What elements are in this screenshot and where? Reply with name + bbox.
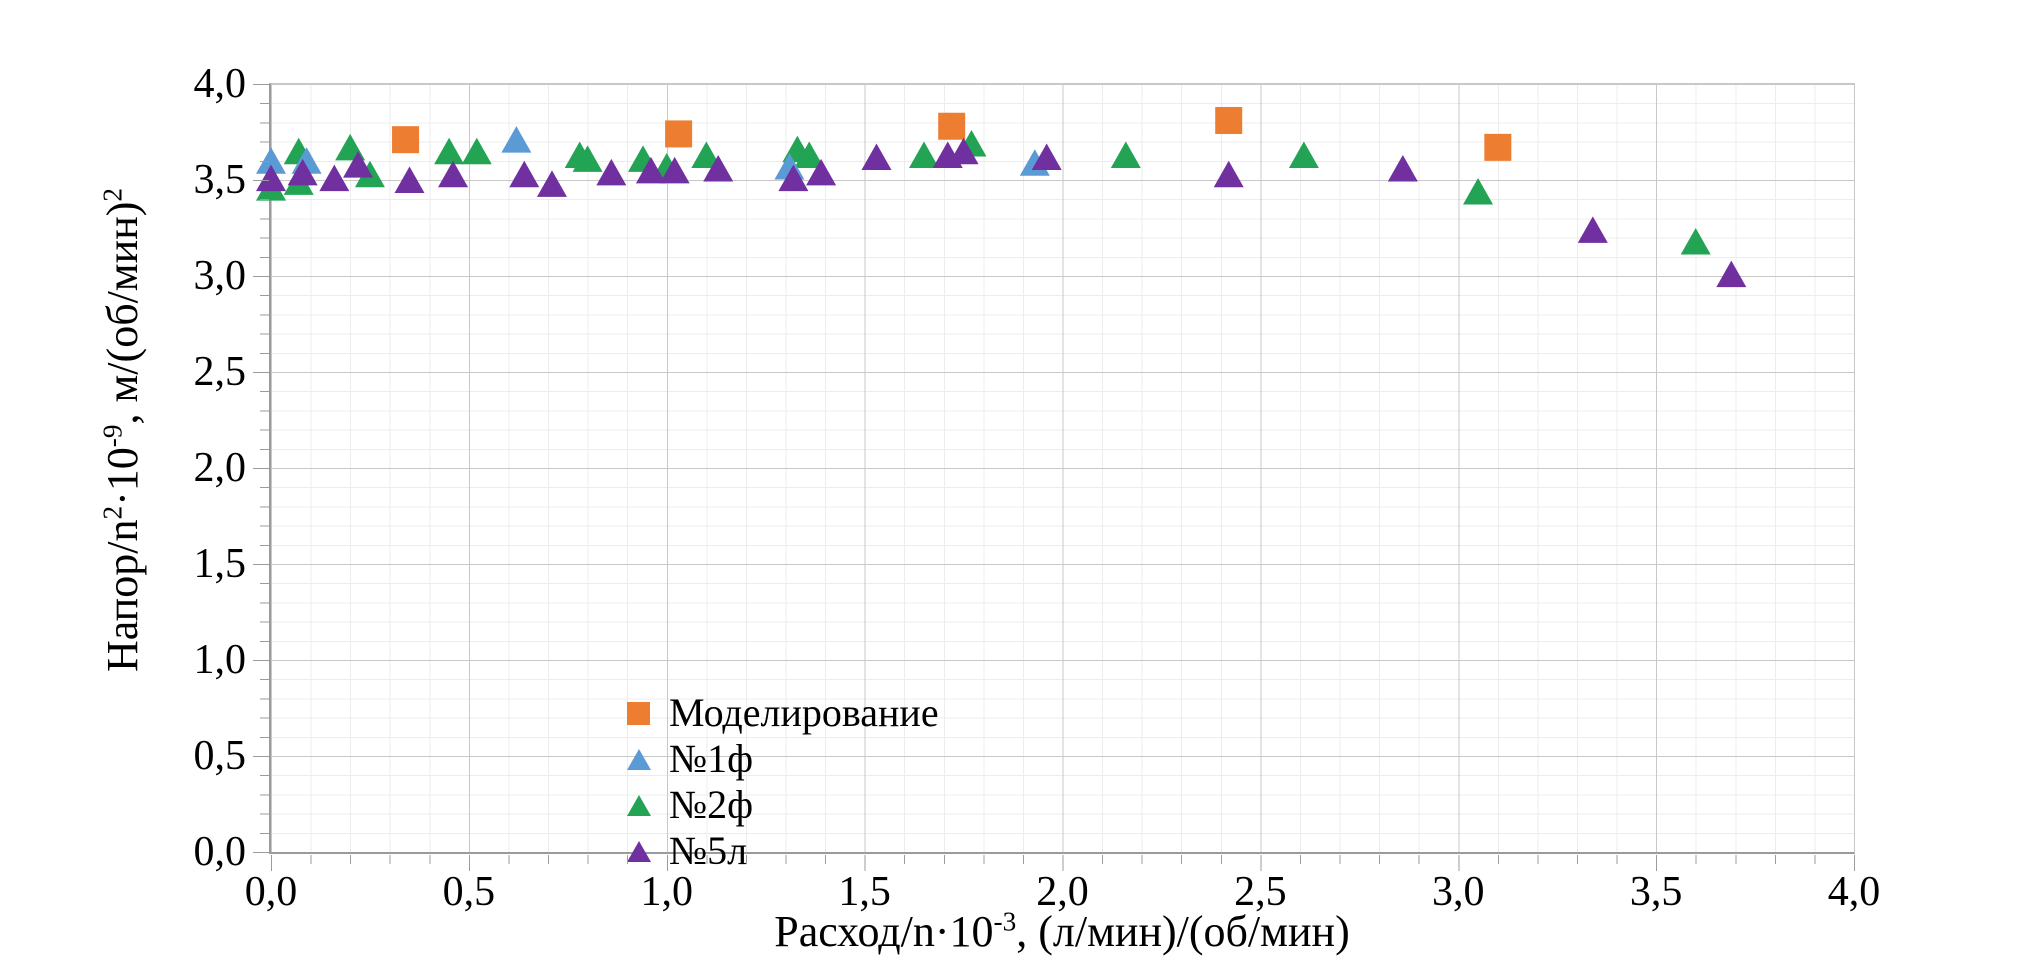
data-point-№5л	[806, 158, 837, 186]
data-point-№1ф	[501, 126, 532, 153]
legend-item-2: №1ф	[627, 736, 939, 782]
axis-title-superscript: 2	[97, 187, 128, 202]
data-point-№2ф	[1288, 141, 1319, 169]
data-point-№5л	[948, 137, 979, 165]
data-point-Моделирование	[1215, 106, 1243, 134]
data-point-№5л	[1577, 216, 1608, 243]
axis-title-text: ·10	[98, 447, 147, 506]
plot-area: Моделирование №1ф №2ф №5л	[256, 83, 1855, 873]
data-point-№5л	[659, 156, 690, 184]
legend-triangle-icon	[627, 794, 661, 816]
data-point-№2ф	[1463, 178, 1494, 205]
legend-marker	[627, 794, 651, 816]
x-axis-major-ticks	[271, 855, 1857, 871]
y-tick-label: 2,5	[193, 349, 247, 395]
axis-title-text: , (л/мин)/(об/мин)	[1016, 907, 1350, 956]
data-point-№2ф	[794, 141, 825, 169]
x-tick-label: 0,5	[442, 869, 496, 915]
data-point-№2ф	[691, 141, 722, 169]
data-point-№5л	[596, 158, 627, 186]
data-point-№5л	[1387, 154, 1418, 182]
data-points-layer	[256, 106, 1747, 288]
y-tick-label: 1,0	[193, 637, 247, 683]
y-tick-label: 3,0	[193, 253, 247, 299]
data-point-Моделирование	[938, 112, 966, 140]
x-tick-label: 2,5	[1234, 869, 1287, 915]
x-tick-label: 3,5	[1629, 869, 1683, 915]
y-tick-label: 3,5	[193, 157, 247, 203]
axis-title-text: , м/(об/мин)	[98, 201, 147, 425]
y-tick-label: 1,5	[193, 541, 247, 587]
data-point-№5л	[861, 143, 892, 170]
axis-title-text: Напор/n	[98, 519, 147, 673]
legend-label: №1ф	[669, 736, 754, 781]
data-point-№5л	[509, 160, 540, 188]
data-point-№5л	[536, 170, 567, 197]
x-tick-label: 3,0	[1432, 869, 1485, 915]
x-tick-label: 0,0	[244, 869, 298, 915]
x-tick-label: 1,0	[640, 869, 694, 915]
y-tick-label: 4,0	[193, 61, 247, 107]
data-point-№2ф	[461, 137, 492, 165]
data-point-№5л	[703, 154, 734, 182]
data-point-№5л	[1031, 143, 1062, 170]
legend-marker	[627, 701, 650, 725]
data-point-№5л	[778, 164, 809, 192]
data-point-№2ф	[908, 141, 939, 169]
legend-item-3: №2ф	[627, 782, 939, 828]
data-point-Моделирование	[392, 126, 420, 154]
legend-triangle-icon	[627, 748, 661, 770]
axis-title-superscript: -3	[993, 906, 1017, 937]
data-point-№5л	[1716, 260, 1747, 288]
legend-label: №2ф	[669, 782, 754, 827]
axis-title-superscript: -9	[97, 424, 128, 448]
data-point-№5л	[287, 158, 318, 186]
data-point-№5л	[438, 160, 469, 188]
axis-title-superscript: 2	[97, 505, 128, 520]
data-point-№2ф	[572, 145, 603, 172]
y-tick-label: 0,0	[193, 829, 247, 875]
legend-square-icon	[627, 701, 661, 725]
data-point-№2ф	[434, 137, 465, 165]
y-tick-label: 2,0	[193, 445, 247, 491]
legend: Моделирование №1ф №2ф №5л	[627, 690, 939, 874]
axis-title-text: Расход/n·10	[774, 907, 994, 956]
data-point-№5л	[319, 164, 350, 192]
x-tick-label: 2,0	[1036, 869, 1089, 915]
data-point-№5л	[635, 156, 666, 184]
legend-marker	[627, 748, 651, 770]
y-axis-title: Напор/n2·10-9, м/(об/мин)2	[97, 70, 149, 790]
data-point-№2ф	[1110, 141, 1141, 169]
x-tick-label: 1,5	[838, 869, 891, 915]
data-point-№5л	[1213, 160, 1244, 188]
legend-item-1: Моделирование	[627, 690, 939, 736]
y-tick-label: 0,5	[193, 733, 247, 779]
legend-label: Моделирование	[669, 690, 939, 735]
data-point-Моделирование	[1484, 133, 1512, 161]
x-axis-title: Расход/n·10-3, (л/мин)/(об/мин)	[612, 906, 1512, 958]
y-axis-major-ticks	[253, 84, 269, 854]
x-tick-label: 4,0	[1827, 869, 1881, 915]
data-point-Моделирование	[665, 120, 693, 148]
data-point-№2ф	[1680, 227, 1711, 255]
data-point-№5л	[394, 166, 425, 193]
data-point-№5л	[343, 151, 374, 178]
